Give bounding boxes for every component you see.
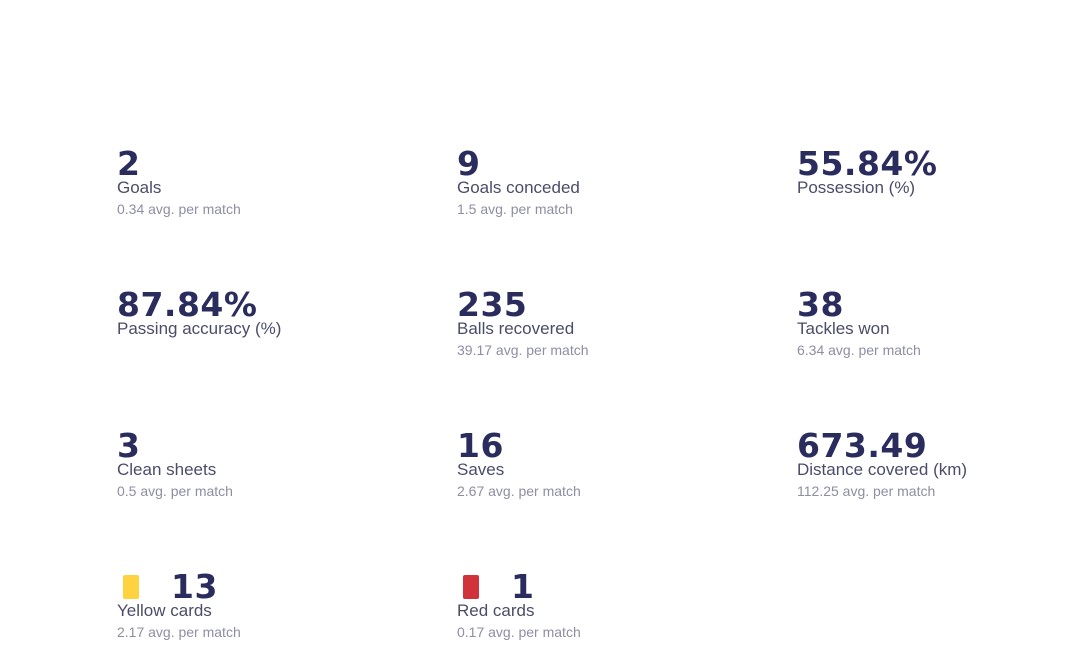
stat-value: 87.84% — [117, 285, 258, 324]
stat-average: 1.5 avg. per match — [457, 201, 573, 217]
stat-average: 6.34 avg. per match — [797, 342, 921, 358]
stat-value: 16 — [457, 426, 504, 465]
stat-balls-recovered: 235 Balls recovered 39.17 avg. per match — [457, 285, 757, 360]
stat-passing-accuracy: 87.84% Passing accuracy (%) — [117, 285, 417, 339]
stat-average: 112.25 avg. per match — [797, 483, 936, 499]
stat-average: 39.17 avg. per match — [457, 342, 589, 358]
stat-saves: 16 Saves 2.67 avg. per match — [457, 426, 757, 501]
stat-value: 55.84% — [797, 144, 938, 183]
yellow-card-icon — [123, 575, 139, 599]
stat-label: Goals conceded — [457, 178, 580, 197]
stat-value: 38 — [797, 285, 844, 324]
stat-value: 3 — [117, 426, 141, 465]
stat-value: 2 — [117, 144, 141, 183]
stat-label: Clean sheets — [117, 460, 217, 479]
stat-average: 0.17 avg. per match — [457, 624, 581, 640]
stat-red-cards: 1 Red cards 0.17 avg. per match — [457, 567, 757, 642]
stat-goals-conceded: 9 Goals conceded 1.5 avg. per match — [457, 144, 757, 219]
stat-clean-sheets: 3 Clean sheets 0.5 avg. per match — [117, 426, 417, 501]
stat-value: 9 — [457, 144, 481, 183]
stat-label: Passing accuracy (%) — [117, 319, 282, 338]
stat-label: Possession (%) — [797, 178, 916, 197]
stat-tackles-won: 38 Tackles won 6.34 avg. per match — [797, 285, 1065, 360]
stat-average: 0.5 avg. per match — [117, 483, 233, 499]
stat-goals: 2 Goals 0.34 avg. per match — [117, 144, 417, 219]
stat-label: Yellow cards — [117, 601, 212, 620]
stat-value: 13 — [171, 567, 218, 606]
stat-value: 235 — [457, 285, 528, 324]
stat-value: 1 — [511, 567, 535, 606]
stat-label: Tackles won — [797, 319, 890, 338]
stat-average: 0.34 avg. per match — [117, 201, 241, 217]
stat-label: Balls recovered — [457, 319, 575, 338]
stat-label: Saves — [457, 460, 505, 479]
stat-label: Distance covered (km) — [797, 460, 968, 479]
stat-label: Goals — [117, 178, 162, 197]
red-card-icon — [463, 575, 479, 599]
stat-average: 2.67 avg. per match — [457, 483, 581, 499]
stat-yellow-cards: 13 Yellow cards 2.17 avg. per match — [117, 567, 417, 642]
stat-label: Red cards — [457, 601, 535, 620]
stat-average: 2.17 avg. per match — [117, 624, 241, 640]
stat-possession: 55.84% Possession (%) — [797, 144, 1065, 198]
stat-value: 673.49 — [797, 426, 928, 465]
stat-distance-covered: 673.49 Distance covered (km) 112.25 avg.… — [797, 426, 1065, 501]
